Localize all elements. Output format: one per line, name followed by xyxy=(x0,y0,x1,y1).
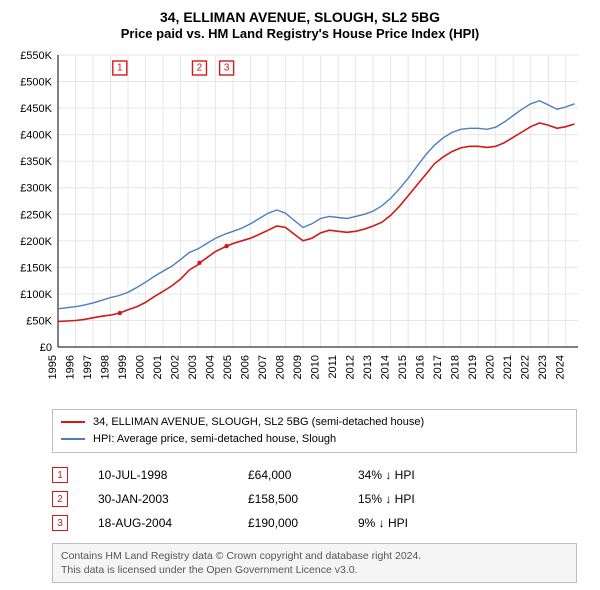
ytick-label: £100K xyxy=(20,289,52,301)
page-subtitle: Price paid vs. HM Land Registry's House … xyxy=(10,26,590,43)
transaction-marker: 3 xyxy=(52,515,68,531)
transaction-price: £158,500 xyxy=(248,492,358,506)
transaction-marker: 1 xyxy=(52,467,68,483)
chart-marker-dot-1 xyxy=(118,311,122,315)
legend-swatch xyxy=(61,421,85,423)
page-title: 34, ELLIMAN AVENUE, SLOUGH, SL2 5BG xyxy=(10,8,590,26)
xtick-label: 2010 xyxy=(310,355,322,379)
xtick-label: 2001 xyxy=(152,355,164,379)
ytick-label: £250K xyxy=(20,209,52,221)
transaction-date: 10-JUL-1998 xyxy=(98,468,248,482)
series-price-paid xyxy=(58,123,575,322)
xtick-label: 2022 xyxy=(520,355,532,379)
legend-label: 34, ELLIMAN AVENUE, SLOUGH, SL2 5BG (sem… xyxy=(93,414,424,431)
xtick-label: 2011 xyxy=(327,355,339,379)
transaction-delta: 9% ↓ HPI xyxy=(358,516,478,530)
ytick-label: £550K xyxy=(20,50,52,62)
footer-box: Contains HM Land Registry data © Crown c… xyxy=(52,543,577,583)
legend-box: 34, ELLIMAN AVENUE, SLOUGH, SL2 5BG (sem… xyxy=(52,409,577,453)
xtick-label: 2019 xyxy=(467,355,479,379)
xtick-label: 2000 xyxy=(135,355,147,379)
xtick-label: 2002 xyxy=(170,355,182,379)
ytick-label: £300K xyxy=(20,183,52,195)
xtick-label: 1998 xyxy=(100,355,112,379)
xtick-label: 2024 xyxy=(555,355,567,379)
xtick-label: 2021 xyxy=(502,355,514,379)
xtick-label: 2009 xyxy=(292,355,304,379)
legend-swatch xyxy=(61,438,85,440)
chart-marker-label-1: 1 xyxy=(117,63,123,74)
xtick-label: 1999 xyxy=(117,355,129,379)
xtick-label: 2013 xyxy=(362,355,374,379)
xtick-label: 1995 xyxy=(47,355,59,379)
ytick-label: £350K xyxy=(20,156,52,168)
footer-line-2: This data is licensed under the Open Gov… xyxy=(61,563,568,577)
chart-marker-dot-2 xyxy=(197,261,201,265)
xtick-label: 2003 xyxy=(187,355,199,379)
xtick-label: 2017 xyxy=(432,355,444,379)
legend-label: HPI: Average price, semi-detached house,… xyxy=(93,431,336,448)
xtick-label: 2020 xyxy=(485,355,497,379)
xtick-label: 2018 xyxy=(450,355,462,379)
chart-marker-dot-3 xyxy=(224,244,228,248)
transaction-row: 3 18-AUG-2004£190,0009% ↓ HPI xyxy=(52,511,577,535)
series-hpi xyxy=(58,101,575,309)
transaction-row: 1 10-JUL-1998£64,00034% ↓ HPI xyxy=(52,463,577,487)
transaction-row: 2 30-JAN-2003£158,50015% ↓ HPI xyxy=(52,487,577,511)
transaction-date: 30-JAN-2003 xyxy=(98,492,248,506)
xtick-label: 2014 xyxy=(380,355,392,379)
legend-item: 34, ELLIMAN AVENUE, SLOUGH, SL2 5BG (sem… xyxy=(61,414,568,431)
chart-marker-label-2: 2 xyxy=(197,63,203,74)
transaction-price: £64,000 xyxy=(248,468,358,482)
transaction-price: £190,000 xyxy=(248,516,358,530)
ytick-label: £450K xyxy=(20,103,52,115)
ytick-label: £400K xyxy=(20,130,52,142)
ytick-label: £200K xyxy=(20,236,52,248)
xtick-label: 2016 xyxy=(415,355,427,379)
transaction-marker: 2 xyxy=(52,491,68,507)
legend-item: HPI: Average price, semi-detached house,… xyxy=(61,431,568,448)
chart-marker-label-3: 3 xyxy=(224,63,230,74)
price-chart: £0 £50K £100K £150K £200K £250K £300K £350K £400… xyxy=(10,49,590,399)
xtick-label: 2007 xyxy=(257,355,269,379)
ytick-label: £50K xyxy=(26,316,52,328)
ytick-label: £500K xyxy=(20,77,52,89)
transactions-table: 1 10-JUL-1998£64,00034% ↓ HPI 2 30-JAN-2003… xyxy=(52,463,577,535)
transaction-delta: 15% ↓ HPI xyxy=(358,492,478,506)
xtick-label: 1997 xyxy=(82,355,94,379)
xtick-label: 1996 xyxy=(65,355,77,379)
footer-line-1: Contains HM Land Registry data © Crown c… xyxy=(61,549,568,563)
xtick-label: 2008 xyxy=(275,355,287,379)
transaction-delta: 34% ↓ HPI xyxy=(358,468,478,482)
chart-container: £0 £50K £100K £150K £200K £250K £300K £350K £400… xyxy=(10,49,590,399)
xtick-label: 2023 xyxy=(537,355,549,379)
xtick-label: 2006 xyxy=(240,355,252,379)
xtick-label: 2012 xyxy=(345,355,357,379)
ytick-label: £0 xyxy=(40,342,52,354)
xtick-label: 2015 xyxy=(397,355,409,379)
xtick-label: 2005 xyxy=(222,355,234,379)
ytick-label: £150K xyxy=(20,262,52,274)
transaction-date: 18-AUG-2004 xyxy=(98,516,248,530)
xtick-label: 2004 xyxy=(205,355,217,379)
